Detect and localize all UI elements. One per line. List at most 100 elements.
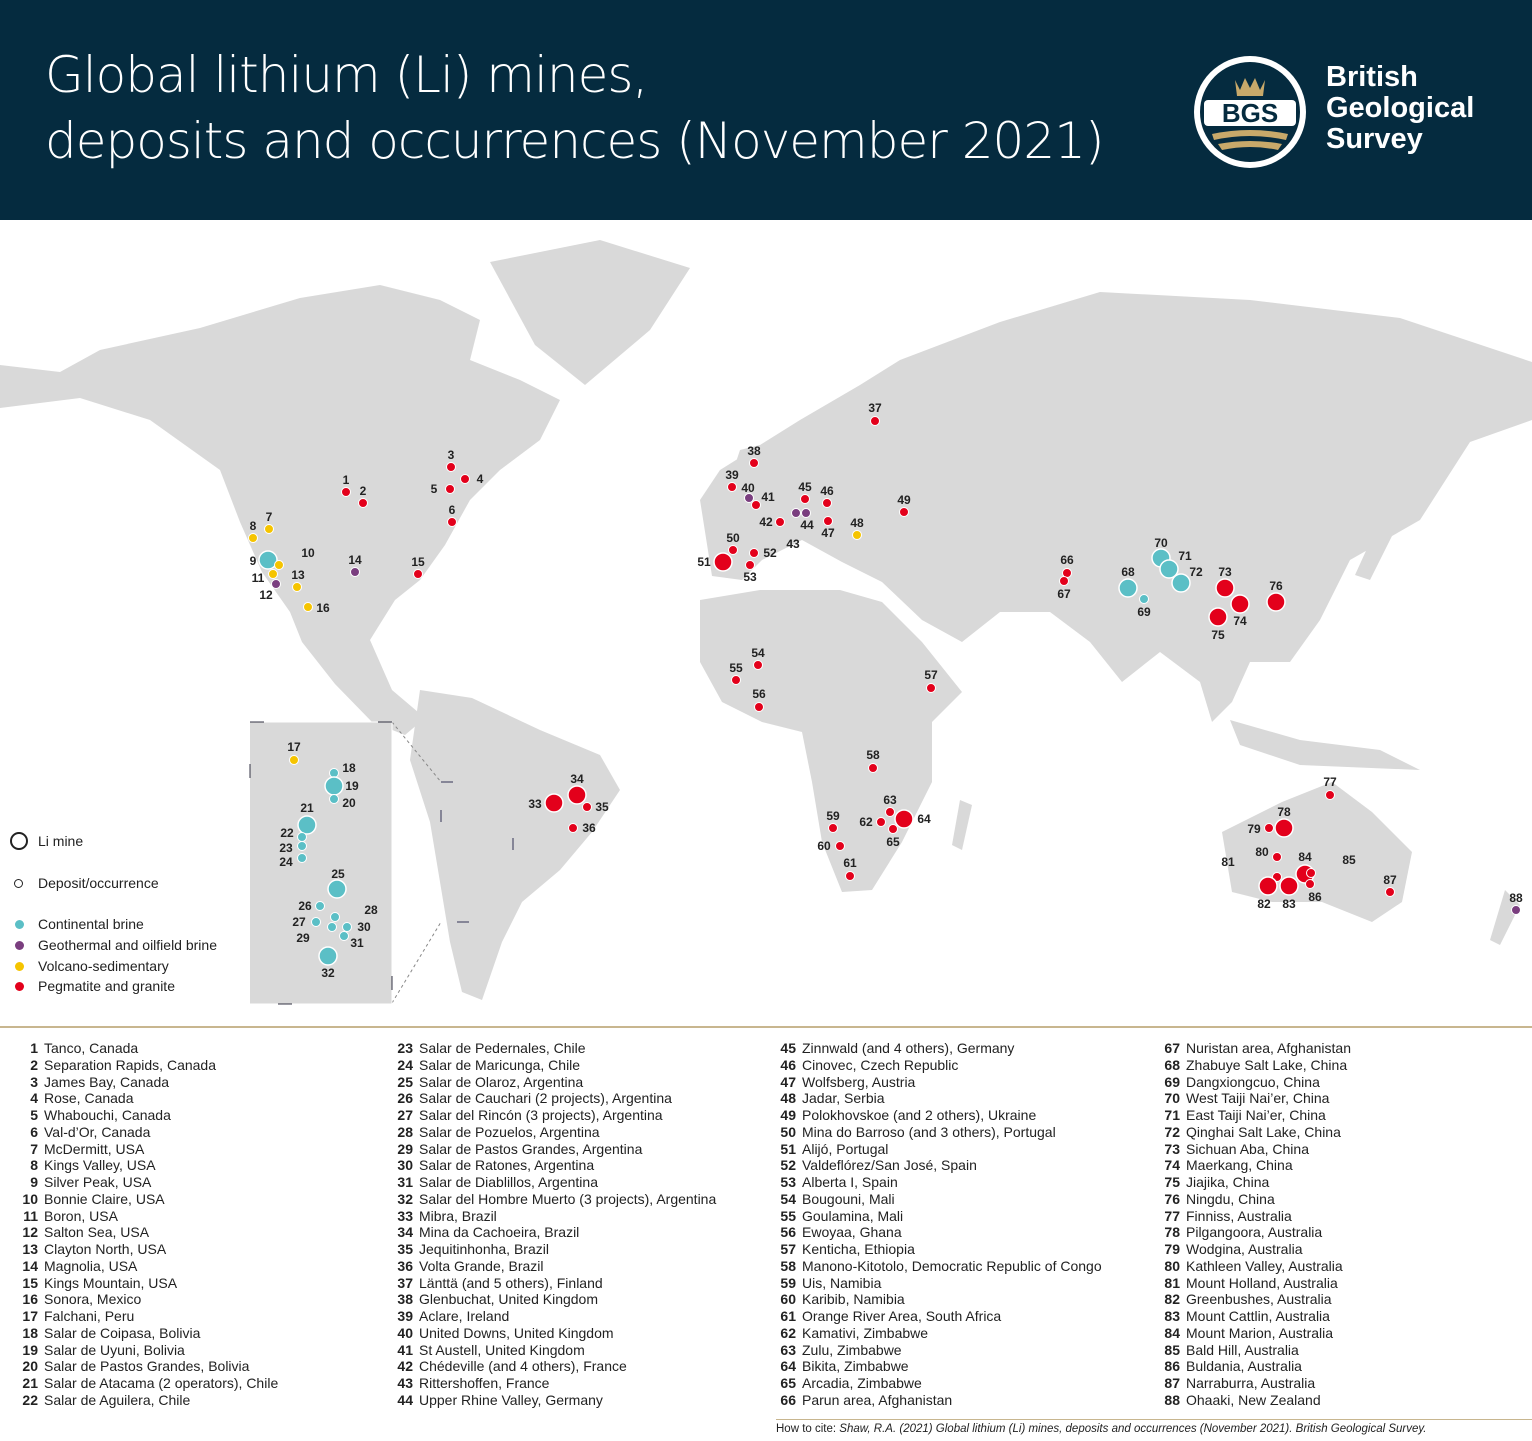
site-marker[interactable]: [754, 702, 764, 712]
site-marker[interactable]: [447, 517, 457, 527]
site-marker[interactable]: [868, 763, 878, 773]
site-marker[interactable]: [342, 922, 352, 932]
site-marker[interactable]: [1118, 578, 1138, 598]
site-name: Salar de Atacama (2 operators), Chile: [44, 1375, 279, 1391]
site-marker[interactable]: [801, 508, 811, 518]
site-marker[interactable]: [413, 569, 423, 579]
site-marker[interactable]: [899, 507, 909, 517]
site-marker[interactable]: [1059, 576, 1069, 586]
site-name: Finniss, Australia: [1186, 1207, 1292, 1224]
site-marker[interactable]: [1171, 573, 1191, 593]
site-marker[interactable]: [791, 508, 801, 518]
site-marker[interactable]: [327, 879, 347, 899]
site-marker[interactable]: [1305, 879, 1315, 889]
site-marker[interactable]: [248, 533, 258, 543]
site-marker[interactable]: [744, 493, 754, 503]
site-marker[interactable]: [350, 567, 360, 577]
site-marker[interactable]: [1266, 592, 1286, 612]
site-marker[interactable]: [885, 807, 895, 817]
site-marker[interactable]: [329, 794, 339, 804]
site-marker[interactable]: [753, 660, 763, 670]
site-number: 76: [1164, 1190, 1180, 1207]
site-name: Mina do Barroso (and 3 others), Portugal: [802, 1123, 1056, 1140]
site-marker[interactable]: [728, 545, 738, 555]
site-marker[interactable]: [749, 548, 759, 558]
site-marker[interactable]: [1274, 818, 1294, 838]
site-marker-label: 75: [1211, 628, 1225, 642]
site-marker[interactable]: [268, 569, 278, 579]
site-marker[interactable]: [1272, 852, 1282, 862]
site-marker[interactable]: [1264, 823, 1274, 833]
site-marker[interactable]: [751, 500, 761, 510]
site-list-item: 79 Wodgina, Australia: [1160, 1241, 1351, 1258]
site-marker[interactable]: [297, 832, 307, 842]
site-marker[interactable]: [358, 498, 368, 508]
site-number: 5: [30, 1107, 38, 1123]
site-marker[interactable]: [324, 776, 344, 796]
site-marker[interactable]: [1511, 905, 1521, 915]
site-marker[interactable]: [289, 755, 299, 765]
site-marker[interactable]: [1325, 790, 1335, 800]
site-marker[interactable]: [297, 841, 307, 851]
site-marker[interactable]: [823, 516, 833, 526]
site-marker[interactable]: [303, 602, 313, 612]
site-marker[interactable]: [297, 815, 317, 835]
site-marker[interactable]: [845, 871, 855, 881]
site-marker[interactable]: [258, 550, 278, 570]
site-name: Maerkang, China: [1186, 1157, 1293, 1174]
site-marker[interactable]: [1306, 868, 1316, 878]
site-name: Jequitinhonha, Brazil: [419, 1241, 549, 1257]
site-marker[interactable]: [731, 675, 741, 685]
site-marker[interactable]: [292, 582, 302, 592]
site-marker[interactable]: [749, 458, 759, 468]
site-marker[interactable]: [1230, 594, 1250, 614]
site-marker[interactable]: [1279, 876, 1299, 896]
site-marker[interactable]: [271, 579, 281, 589]
site-number: 12: [22, 1224, 38, 1241]
site-marker[interactable]: [274, 560, 284, 570]
site-marker[interactable]: [1258, 876, 1278, 896]
site-marker[interactable]: [582, 802, 592, 812]
site-marker[interactable]: [315, 901, 325, 911]
site-marker[interactable]: [327, 922, 337, 932]
site-marker[interactable]: [311, 917, 321, 927]
site-marker[interactable]: [318, 946, 338, 966]
site-marker[interactable]: [329, 768, 339, 778]
site-marker[interactable]: [1385, 887, 1395, 897]
site-marker[interactable]: [926, 683, 936, 693]
site-name: Salton Sea, USA: [44, 1224, 150, 1241]
site-marker[interactable]: [445, 484, 455, 494]
site-marker[interactable]: [835, 841, 845, 851]
site-marker[interactable]: [330, 912, 340, 922]
site-marker[interactable]: [568, 823, 578, 833]
site-marker[interactable]: [460, 474, 470, 484]
site-marker[interactable]: [297, 853, 307, 863]
site-marker[interactable]: [713, 552, 733, 572]
site-marker[interactable]: [870, 416, 880, 426]
site-marker[interactable]: [727, 482, 737, 492]
site-list-item: 26 Salar de Cauchari (2 projects), Argent…: [393, 1090, 716, 1107]
site-marker[interactable]: [1139, 594, 1149, 604]
site-marker[interactable]: [745, 560, 755, 570]
site-marker[interactable]: [341, 487, 351, 497]
site-marker-label: 23: [279, 841, 293, 855]
site-marker[interactable]: [852, 530, 862, 540]
site-marker[interactable]: [1215, 578, 1235, 598]
site-marker[interactable]: [567, 785, 587, 805]
site-marker[interactable]: [1208, 607, 1228, 627]
site-marker[interactable]: [775, 517, 785, 527]
site-marker[interactable]: [446, 462, 456, 472]
site-number: 51: [780, 1140, 796, 1157]
site-marker[interactable]: [800, 494, 810, 504]
site-marker[interactable]: [888, 824, 898, 834]
site-marker[interactable]: [544, 793, 564, 813]
site-marker[interactable]: [339, 931, 349, 941]
site-marker[interactable]: [264, 524, 274, 534]
site-marker[interactable]: [894, 809, 914, 829]
site-marker[interactable]: [1159, 559, 1179, 579]
site-marker[interactable]: [828, 823, 838, 833]
site-marker[interactable]: [876, 817, 886, 827]
site-marker-label: 7: [266, 510, 273, 524]
site-marker[interactable]: [822, 498, 832, 508]
site-name: Goulamina, Mali: [802, 1207, 904, 1224]
